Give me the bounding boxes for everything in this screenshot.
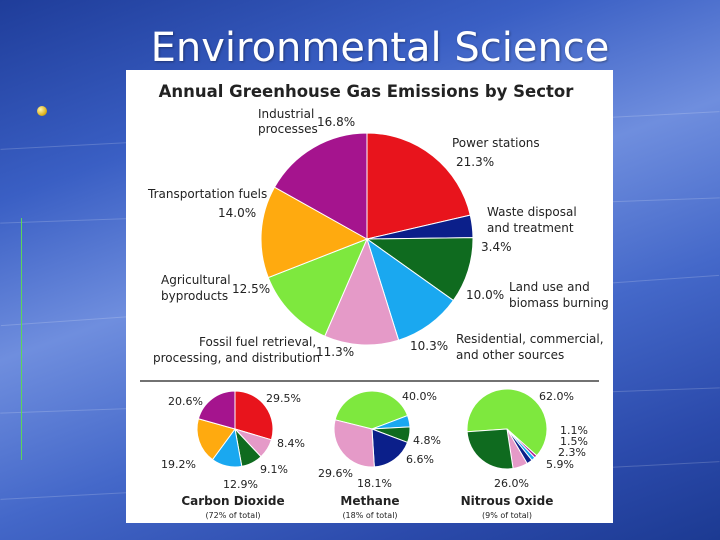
co2-value-91: 9.1%: [260, 463, 288, 476]
main-pie-slice-5: [267, 238, 368, 337]
ch4-title: Methane: [340, 494, 399, 508]
label-fossil-line1: Fossil fuel retrieval,: [199, 335, 316, 349]
label-residential-line1: Residential, commercial,: [456, 332, 604, 346]
nitrous-oxide-pie-slice-0: [466, 388, 548, 457]
bullet-icon: [37, 106, 47, 116]
value-residential: 10.3%: [410, 339, 448, 353]
chart-figure: Annual Greenhouse Gas Emissions by Secto…: [126, 70, 613, 523]
value-power-stations: 21.3%: [456, 155, 494, 169]
n2o-labels: 62.0% 1.1% 1.5% 2.3% 5.9% 26.0% Nitrous …: [461, 390, 588, 520]
label-fossil-line2: processing, and distribution: [153, 351, 320, 365]
label-landuse-line2: biomass burning: [509, 296, 609, 310]
co2-value-295: 29.5%: [266, 392, 301, 405]
main-pie-slice-6: [260, 186, 369, 279]
co2-value-129: 12.9%: [223, 478, 258, 491]
co2-pie: [196, 390, 274, 468]
label-agricultural-line1: Agricultural: [161, 273, 231, 287]
main-pie-slice-4: [324, 237, 400, 346]
label-landuse-line1: Land use and: [509, 280, 590, 294]
ch4-value-400: 40.0%: [402, 390, 437, 403]
value-fossil: 11.3%: [316, 345, 354, 359]
co2-value-84: 8.4%: [277, 437, 305, 450]
label-industrial-line2: processes: [258, 122, 318, 136]
n2o-value-11: 1.1%: [560, 424, 588, 437]
co2-value-192: 19.2%: [161, 458, 196, 471]
n2o-value-59: 5.9%: [546, 458, 574, 471]
co2-title: Carbon Dioxide: [181, 494, 284, 508]
label-industrial-line1: Industrial: [258, 107, 314, 121]
main-pie-slice-0: [366, 132, 471, 240]
value-transportation: 14.0%: [218, 206, 256, 220]
main-pie-slice-7: [273, 132, 368, 240]
ch4-value-181: 18.1%: [357, 477, 392, 490]
co2-pie-slice-5: [197, 390, 236, 430]
methane-pie-slice-3: [371, 428, 409, 468]
ch4-value-48: 4.8%: [413, 434, 441, 447]
slide-title: Environmental Science: [150, 25, 610, 71]
co2-subtitle: (72% of total): [205, 511, 260, 520]
ch4-value-296: 29.6%: [318, 467, 353, 480]
n2o-title: Nitrous Oxide: [461, 494, 554, 508]
methane-pie-slice-0: [334, 390, 409, 430]
decorative-rule: [21, 218, 22, 460]
n2o-value-23: 2.3%: [558, 446, 586, 459]
nitrous-oxide-pie-slice-5: [466, 428, 514, 470]
label-agricultural-line2: byproducts: [161, 289, 228, 303]
label-power-stations: Power stations: [452, 136, 540, 150]
co2-value-205: 20.6%: [168, 395, 203, 408]
value-agricultural: 12.5%: [232, 282, 270, 296]
label-transportation: Transportation fuels: [147, 187, 267, 201]
value-industrial: 16.8%: [317, 115, 355, 129]
value-waste: 3.4%: [481, 240, 512, 254]
n2o-value-15: 1.5%: [560, 435, 588, 448]
main-chart-title: Annual Greenhouse Gas Emissions by Secto…: [159, 82, 575, 101]
methane-labels: 40.0% 4.8% 6.6% 29.6% 18.1% Methane (18%…: [318, 390, 441, 520]
co2-pie-slice-0: [234, 390, 274, 441]
main-pie: [260, 132, 474, 346]
main-pie-slice-3: [366, 237, 455, 341]
n2o-value-620: 62.0%: [539, 390, 574, 403]
co2-labels: 20.6% 29.5% 8.4% 19.2% 9.1% 12.9% Carbon…: [161, 392, 305, 520]
nitrous-oxide-pie: [466, 388, 548, 470]
methane-pie: [333, 390, 411, 468]
ch4-value-66: 6.6%: [406, 453, 434, 466]
co2-pie-slice-4: [196, 418, 236, 461]
label-waste-line2: and treatment: [487, 221, 574, 235]
ch4-subtitle: (18% of total): [342, 511, 397, 520]
n2o-value-260: 26.0%: [494, 477, 529, 490]
value-landuse: 10.0%: [466, 288, 504, 302]
chart-canvas: Annual Greenhouse Gas Emissions by Secto…: [140, 82, 609, 520]
label-residential-line2: and other sources: [456, 348, 564, 362]
methane-pie-slice-4: [333, 419, 375, 468]
label-waste-line1: Waste disposal: [487, 205, 577, 219]
main-pie-labels: Industrial processes 16.8% Power station…: [147, 107, 609, 365]
n2o-subtitle: (9% of total): [482, 511, 532, 520]
